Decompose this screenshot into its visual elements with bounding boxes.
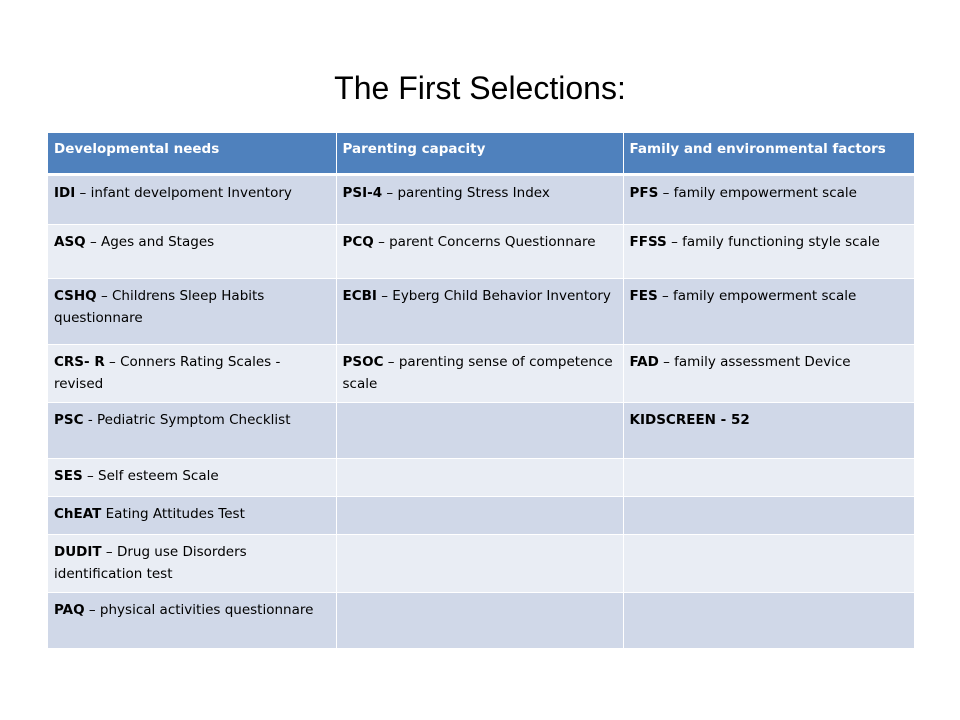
instrument-abbreviation: IDI <box>54 184 76 201</box>
header-parenting-capacity: Parenting capacity <box>336 133 624 176</box>
table-cell: SES – Self esteem Scale <box>48 458 337 497</box>
instrument-abbreviation: KIDSCREEN - 52 <box>629 411 750 428</box>
instrument-abbreviation: PSC <box>54 411 84 428</box>
instrument-abbreviation: SES <box>54 467 83 484</box>
table-cell: PFS – family empowerment scale <box>623 174 915 225</box>
table-cell <box>623 458 915 497</box>
instrument-abbreviation: DUDIT <box>54 543 102 560</box>
table-cell <box>336 592 624 649</box>
instrument-abbreviation: FFSS <box>629 233 667 250</box>
instrument-description: – parenting Stress Index <box>382 184 550 201</box>
table-cell: ChEAT Eating Attitudes Test <box>48 496 337 535</box>
table-cell: PSI-4 – parenting Stress Index <box>336 174 624 225</box>
table-cell <box>623 592 915 649</box>
table-row: IDI – infant develpoment Inventory PSI-4 … <box>48 174 915 225</box>
instrument-description: – Self esteem Scale <box>82 467 219 484</box>
instrument-description: Eating Attitudes Test <box>101 505 245 522</box>
table-cell: ASQ – Ages and Stages <box>48 224 337 279</box>
instrument-description: – family assessment Device <box>658 353 851 370</box>
slide-title: The First Selections: <box>334 70 626 106</box>
instrument-description: – Drug use Disorders identification test <box>54 543 247 582</box>
instrument-description: – parenting sense of competence scale <box>342 353 613 392</box>
instrument-abbreviation: PCQ <box>342 233 374 250</box>
table-row: SES – Self esteem Scale <box>48 458 915 497</box>
instrument-abbreviation: FES <box>629 287 658 304</box>
header-developmental-needs: Developmental needs <box>48 133 337 176</box>
table-cell <box>336 458 624 497</box>
instrument-description: – infant develpoment Inventory <box>75 184 292 201</box>
table-cell <box>623 534 915 593</box>
table-cell: IDI – infant develpoment Inventory <box>48 174 337 225</box>
instrument-description: – family empowerment scale <box>657 287 857 304</box>
instrument-description: – parent Concerns Questionnare <box>373 233 596 250</box>
table-cell: FFSS – family functioning style scale <box>623 224 915 279</box>
table-cell: KIDSCREEN - 52 <box>623 402 915 459</box>
table-cell: PCQ – parent Concerns Questionnare <box>336 224 624 279</box>
instrument-abbreviation: PSI-4 <box>342 184 383 201</box>
table-cell: CSHQ – Childrens Sleep Habits questionna… <box>48 278 337 345</box>
instrument-abbreviation: FAD <box>629 353 659 370</box>
table-cell: FES – family empowerment scale <box>623 278 915 345</box>
table-cell: DUDIT – Drug use Disorders identificatio… <box>48 534 337 593</box>
table-cell <box>336 496 624 535</box>
instrument-description: – physical activities questionnare <box>84 601 314 618</box>
table-cell: FAD – family assessment Device <box>623 344 915 403</box>
table-cell: CRS- R – Conners Rating Scales - revised <box>48 344 337 403</box>
selections-table: Developmental needs Parenting capacity F… <box>48 133 915 649</box>
table-cell <box>336 402 624 459</box>
table-row: PAQ – physical activities questionnare <box>48 592 915 649</box>
instrument-abbreviation: CRS- R <box>54 353 105 370</box>
table-cell: ECBI – Eyberg Child Behavior Inventory <box>336 278 624 345</box>
header-family-environmental-factors: Family and environmental factors <box>623 133 915 176</box>
instrument-description: – Eyberg Child Behavior Inventory <box>376 287 611 304</box>
instrument-description: – Ages and Stages <box>85 233 215 250</box>
table-row: PSC - Pediatric Symptom Checklist KIDSCRE… <box>48 402 915 459</box>
table-cell: PSC - Pediatric Symptom Checklist <box>48 402 337 459</box>
table-cell <box>336 534 624 593</box>
instrument-description: – family functioning style scale <box>666 233 880 250</box>
instrument-abbreviation: PFS <box>629 184 659 201</box>
instrument-abbreviation: PAQ <box>54 601 85 618</box>
table-cell: PSOC – parenting sense of competence sca… <box>336 344 624 403</box>
header-row: Developmental needs Parenting capacity F… <box>48 133 915 176</box>
instrument-abbreviation: ASQ <box>54 233 86 250</box>
instrument-abbreviation: ChEAT <box>54 505 102 522</box>
table-row: CSHQ – Childrens Sleep Habits questionna… <box>48 278 915 345</box>
instrument-description: - Pediatric Symptom Checklist <box>83 411 291 428</box>
instrument-description: – Conners Rating Scales - revised <box>54 353 281 392</box>
table-row: DUDIT – Drug use Disorders identificatio… <box>48 534 915 593</box>
table-cell <box>623 496 915 535</box>
instrument-abbreviation: CSHQ <box>54 287 97 304</box>
instrument-abbreviation: ECBI <box>342 287 377 304</box>
table-row: ASQ – Ages and Stages PCQ – parent Concer… <box>48 224 915 279</box>
instrument-description: – Childrens Sleep Habits questionnare <box>54 287 265 326</box>
instrument-abbreviation: PSOC <box>342 353 384 370</box>
table-row: CRS- R – Conners Rating Scales - revised… <box>48 344 915 403</box>
table-cell: PAQ – physical activities questionnare <box>48 592 337 649</box>
instrument-description: – family empowerment scale <box>658 184 857 201</box>
table-row: ChEAT Eating Attitudes Test <box>48 496 915 535</box>
